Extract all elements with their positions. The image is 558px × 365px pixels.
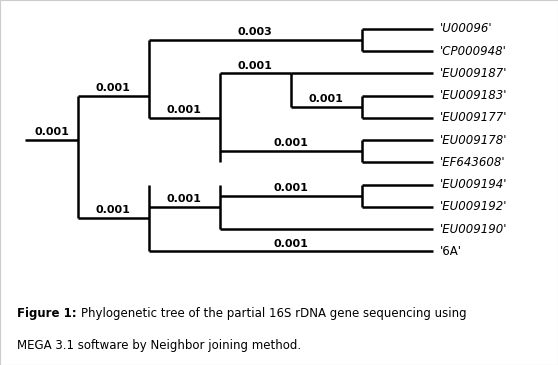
Text: 0.001: 0.001 (167, 194, 201, 204)
Text: 0.003: 0.003 (238, 27, 273, 37)
Text: 0.001: 0.001 (273, 239, 308, 249)
Text: 'EU009190': 'EU009190' (440, 223, 508, 235)
Text: 0.001: 0.001 (95, 83, 131, 93)
Text: 0.001: 0.001 (95, 205, 131, 215)
Text: 'EU009187': 'EU009187' (440, 67, 508, 80)
Text: 'U00096': 'U00096' (440, 22, 493, 35)
Text: 'EF643608': 'EF643608' (440, 156, 506, 169)
Text: 'EU009194': 'EU009194' (440, 178, 508, 191)
Text: MEGA 3.1 software by Neighbor joining method.: MEGA 3.1 software by Neighbor joining me… (17, 339, 301, 353)
Text: 'EU009192': 'EU009192' (440, 200, 508, 213)
Text: 'EU009177': 'EU009177' (440, 111, 508, 124)
Text: 0.001: 0.001 (273, 138, 308, 149)
Text: 0.001: 0.001 (34, 127, 69, 137)
Text: '6A': '6A' (440, 245, 462, 258)
Text: 0.001: 0.001 (238, 61, 273, 70)
Text: 0.001: 0.001 (273, 183, 308, 193)
Text: 0.001: 0.001 (309, 94, 344, 104)
Text: 'CP000948': 'CP000948' (440, 45, 507, 58)
Text: 0.001: 0.001 (167, 105, 201, 115)
Text: 'EU009178': 'EU009178' (440, 134, 508, 146)
Text: Figure 1:: Figure 1: (17, 307, 76, 320)
Text: 'EU009183': 'EU009183' (440, 89, 508, 102)
Text: Phylogenetic tree of the partial 16S rDNA gene sequencing using: Phylogenetic tree of the partial 16S rDN… (81, 307, 466, 320)
